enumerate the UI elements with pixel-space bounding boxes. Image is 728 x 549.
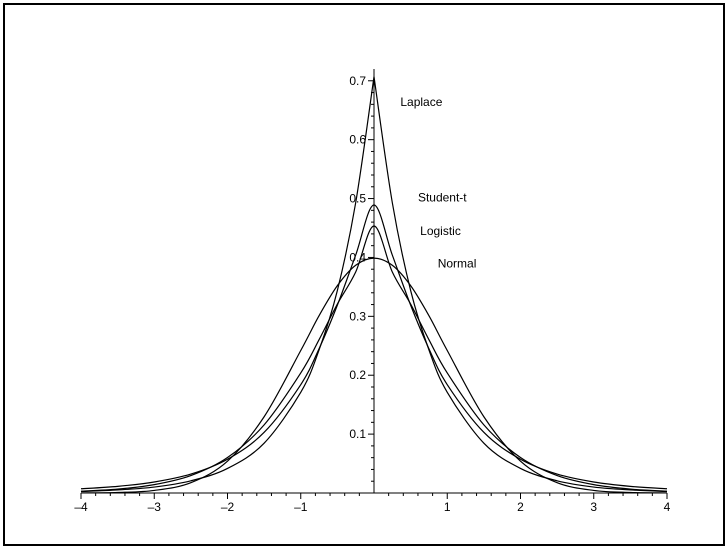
series-student-t-line: [80, 204, 668, 490]
minor-ticks: [95, 92, 653, 496]
y-tick-label: 0.3: [349, 309, 366, 323]
series-normal-line: [80, 257, 668, 494]
x-tick-label: 4: [664, 500, 671, 514]
curve-label-normal: Normal: [438, 256, 477, 270]
annotations-group: Laplace Student-t Logistic Normal: [400, 95, 476, 270]
x-tick-label: –4: [74, 500, 88, 514]
plot-frame: [3, 3, 725, 546]
series-logistic-line: [80, 225, 668, 492]
curve-label-laplace: Laplace: [400, 95, 442, 109]
y-tick-label: 0.5: [349, 192, 366, 206]
x-tick-label: –1: [294, 500, 308, 514]
x-tick-label: 1: [444, 500, 451, 514]
x-tick-label: 2: [517, 500, 524, 514]
major-ticks: [80, 80, 668, 499]
tick-labels: –4 –3 –2 –1 1 2 3 4 0.1 0.2 0.3 0.4 0.5 0.6 0.7: [74, 74, 670, 514]
curve-label-student-t: Student-t: [418, 191, 467, 205]
x-tick-label: 3: [590, 500, 597, 514]
x-tick-label: –2: [221, 500, 235, 514]
x-tick-label: –3: [148, 500, 162, 514]
series-laplace-line: [80, 76, 668, 493]
series-group: [80, 76, 668, 494]
y-tick-label: 0.4: [349, 250, 366, 264]
y-tick-label: 0.2: [349, 368, 366, 382]
y-tick-label: 0.6: [349, 133, 366, 147]
y-tick-label: 0.7: [349, 74, 366, 88]
curve-label-logistic: Logistic: [420, 224, 461, 238]
y-tick-label: 0.1: [349, 427, 366, 441]
